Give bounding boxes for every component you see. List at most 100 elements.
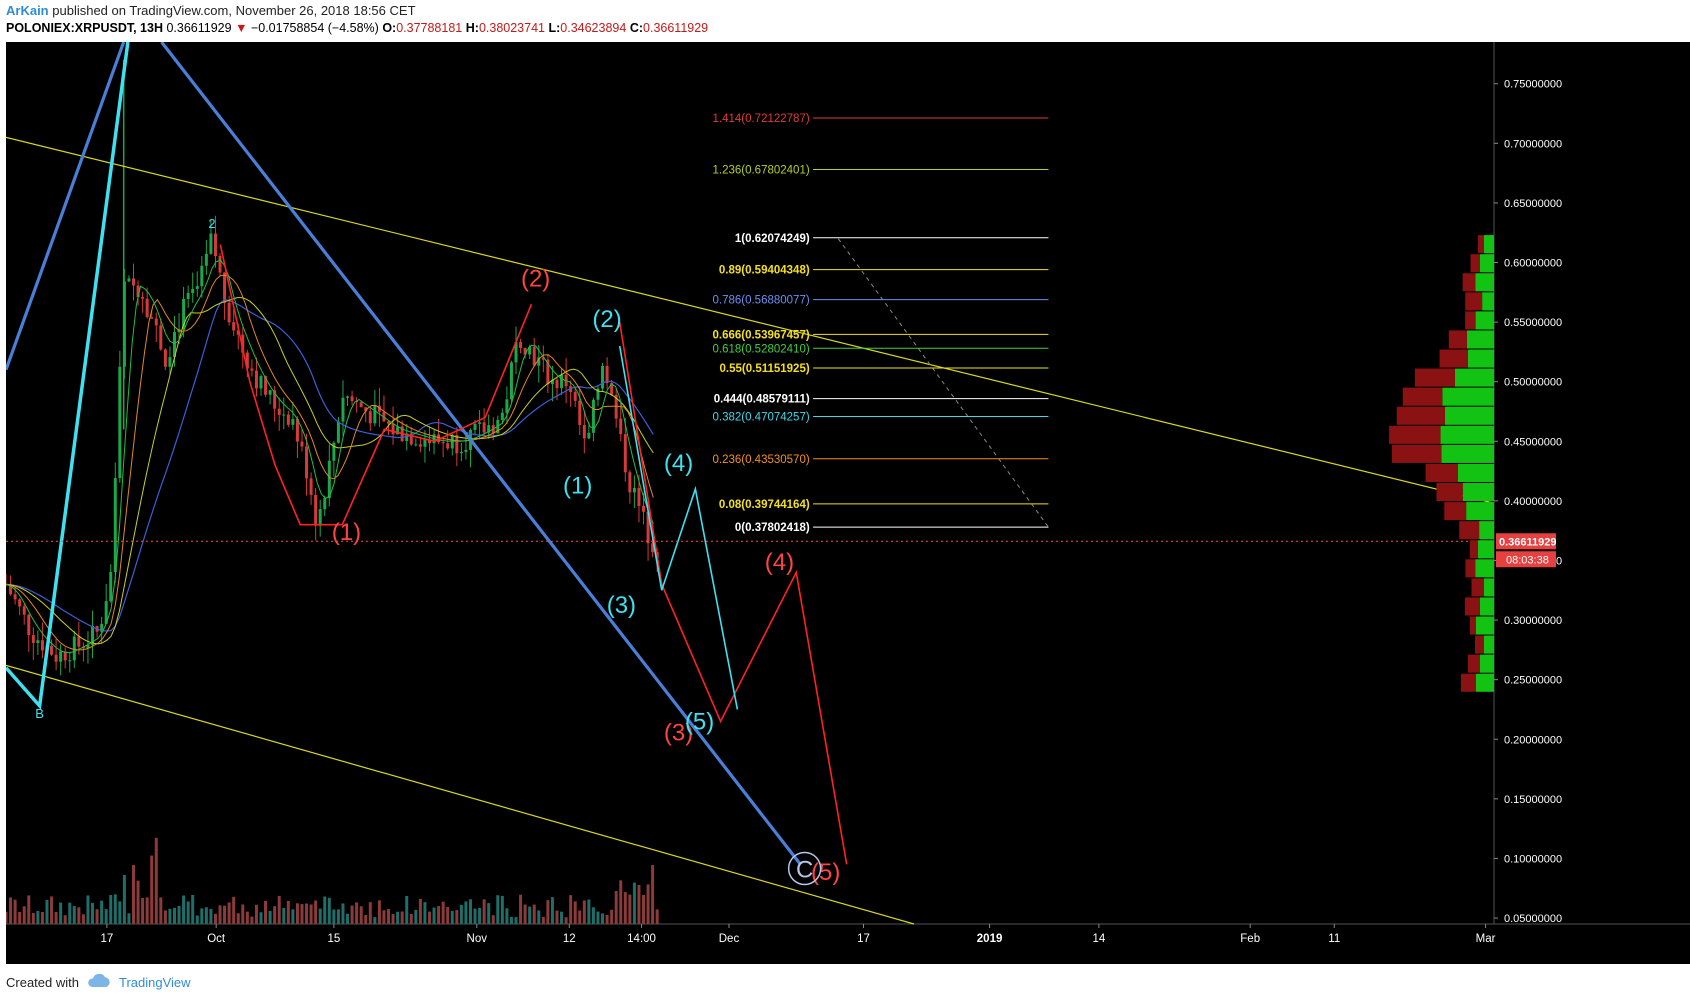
volume-bar — [268, 910, 272, 924]
volume-profile-up — [1475, 559, 1494, 578]
price-axis-label: 0.15000000 — [1504, 794, 1562, 806]
time-axis-label: 17 — [100, 933, 113, 945]
volume-bar — [163, 910, 167, 924]
volume-bar — [91, 902, 95, 924]
candle-body — [350, 396, 354, 401]
tradingview-cloud-icon[interactable] — [87, 973, 111, 991]
time-axis-label: 2019 — [977, 933, 1003, 945]
volume-profile — [1389, 235, 1494, 692]
candle-body — [601, 365, 605, 389]
candles-group — [4, 59, 659, 676]
volume-bar — [418, 898, 422, 924]
volume-bar — [414, 909, 418, 924]
wave-c-circle — [787, 851, 822, 886]
candle-body — [191, 288, 195, 294]
volume-profile-up — [1479, 521, 1494, 540]
price-axis-label: 0.65000000 — [1504, 198, 1562, 210]
volume-bar — [382, 910, 386, 924]
candle-body — [241, 334, 245, 353]
volume-bar — [72, 906, 76, 924]
volume-profile-down — [1471, 578, 1484, 597]
down-arrow-icon: ▼ — [235, 21, 248, 35]
close-label: C: — [629, 21, 644, 35]
published-text: published on TradingView.com, November 2… — [52, 3, 416, 18]
candle-body — [300, 441, 304, 447]
price-chart[interactable]: 1.414(0.72122787) 1.236(0.67802401) 1(0.62… — [4, 41, 1690, 964]
candle-body — [195, 286, 199, 289]
volume-bar — [132, 865, 136, 924]
volume-bar — [573, 901, 577, 924]
volume-bar — [286, 900, 290, 924]
volume-profile-down — [1462, 273, 1476, 292]
candle-body — [314, 494, 318, 526]
candle-body — [610, 383, 614, 395]
candle-body — [127, 278, 131, 282]
wave-label: (3) — [607, 592, 636, 619]
candle-body — [642, 506, 646, 512]
candle-body — [318, 509, 322, 526]
volume-profile-down — [1465, 292, 1483, 311]
candle-body — [50, 645, 54, 655]
chart-area[interactable]: 1.414(0.72122787) 1.236(0.67802401) 1(0.62… — [4, 41, 1690, 964]
volume-profile-down — [1439, 349, 1468, 368]
volume-bar — [195, 915, 199, 924]
candle-body — [560, 374, 564, 389]
candle-body — [651, 543, 655, 553]
candle-body — [136, 285, 140, 298]
last-price: 0.36611929 — [166, 21, 232, 35]
candle-body — [377, 405, 381, 412]
volume-bar — [291, 909, 295, 924]
volume-bar — [141, 897, 145, 924]
volume-bar — [177, 906, 181, 924]
volume-profile-up — [1440, 425, 1494, 444]
candle-body — [509, 362, 513, 400]
volume-profile-up — [1466, 330, 1494, 349]
author-name[interactable]: ArKain — [6, 3, 49, 18]
volume-bar — [232, 896, 236, 924]
candle-body — [346, 396, 350, 398]
volume-profile-up — [1475, 273, 1494, 292]
candle-body — [77, 636, 81, 647]
countdown-tag — [1496, 551, 1556, 568]
volume-bar — [31, 912, 35, 924]
candle-body — [414, 444, 418, 446]
tradingview-link[interactable]: TradingView — [118, 975, 191, 990]
volume-bar — [227, 902, 231, 924]
volume-bar — [405, 896, 409, 924]
volume-bar — [523, 904, 527, 924]
candle-body — [145, 298, 149, 318]
candle-body — [519, 342, 523, 348]
lower-channel-line — [5, 664, 915, 925]
wave-label: (3) — [664, 719, 693, 746]
price-axis-label: 0.20000000 — [1504, 734, 1562, 746]
volume-bar — [213, 913, 217, 924]
candle-body — [473, 423, 477, 430]
open-label: O: — [382, 21, 397, 35]
volume-bar — [40, 912, 44, 924]
candle-body — [523, 347, 527, 355]
candle-body — [423, 439, 427, 447]
volume-profile-down — [1425, 463, 1458, 482]
volume-bar — [601, 913, 605, 924]
footer: Created with TradingView — [6, 973, 191, 991]
candle-body — [204, 253, 208, 266]
ma-orange-line — [5, 274, 654, 651]
volume-bar — [605, 914, 609, 924]
volume-bar — [569, 895, 573, 924]
candle-body — [150, 317, 154, 319]
publication-header: ArKain published on TradingView.com, Nov… — [6, 3, 416, 19]
volume-bar — [168, 908, 172, 924]
candle-body — [40, 640, 44, 651]
volume-bar — [77, 907, 81, 924]
candle-body — [91, 626, 95, 645]
wave-label: C — [796, 857, 813, 884]
candle-body — [13, 594, 17, 600]
candle-body — [268, 390, 272, 395]
volume-profile-down — [1464, 597, 1480, 616]
volume-bar — [282, 907, 286, 924]
plot-background — [6, 42, 1494, 924]
volume-bar — [136, 880, 140, 924]
time-axis-label: Oct — [207, 933, 226, 945]
fib-level-label: 0.08(0.39744164) — [719, 499, 810, 511]
volume-bar — [314, 900, 318, 924]
